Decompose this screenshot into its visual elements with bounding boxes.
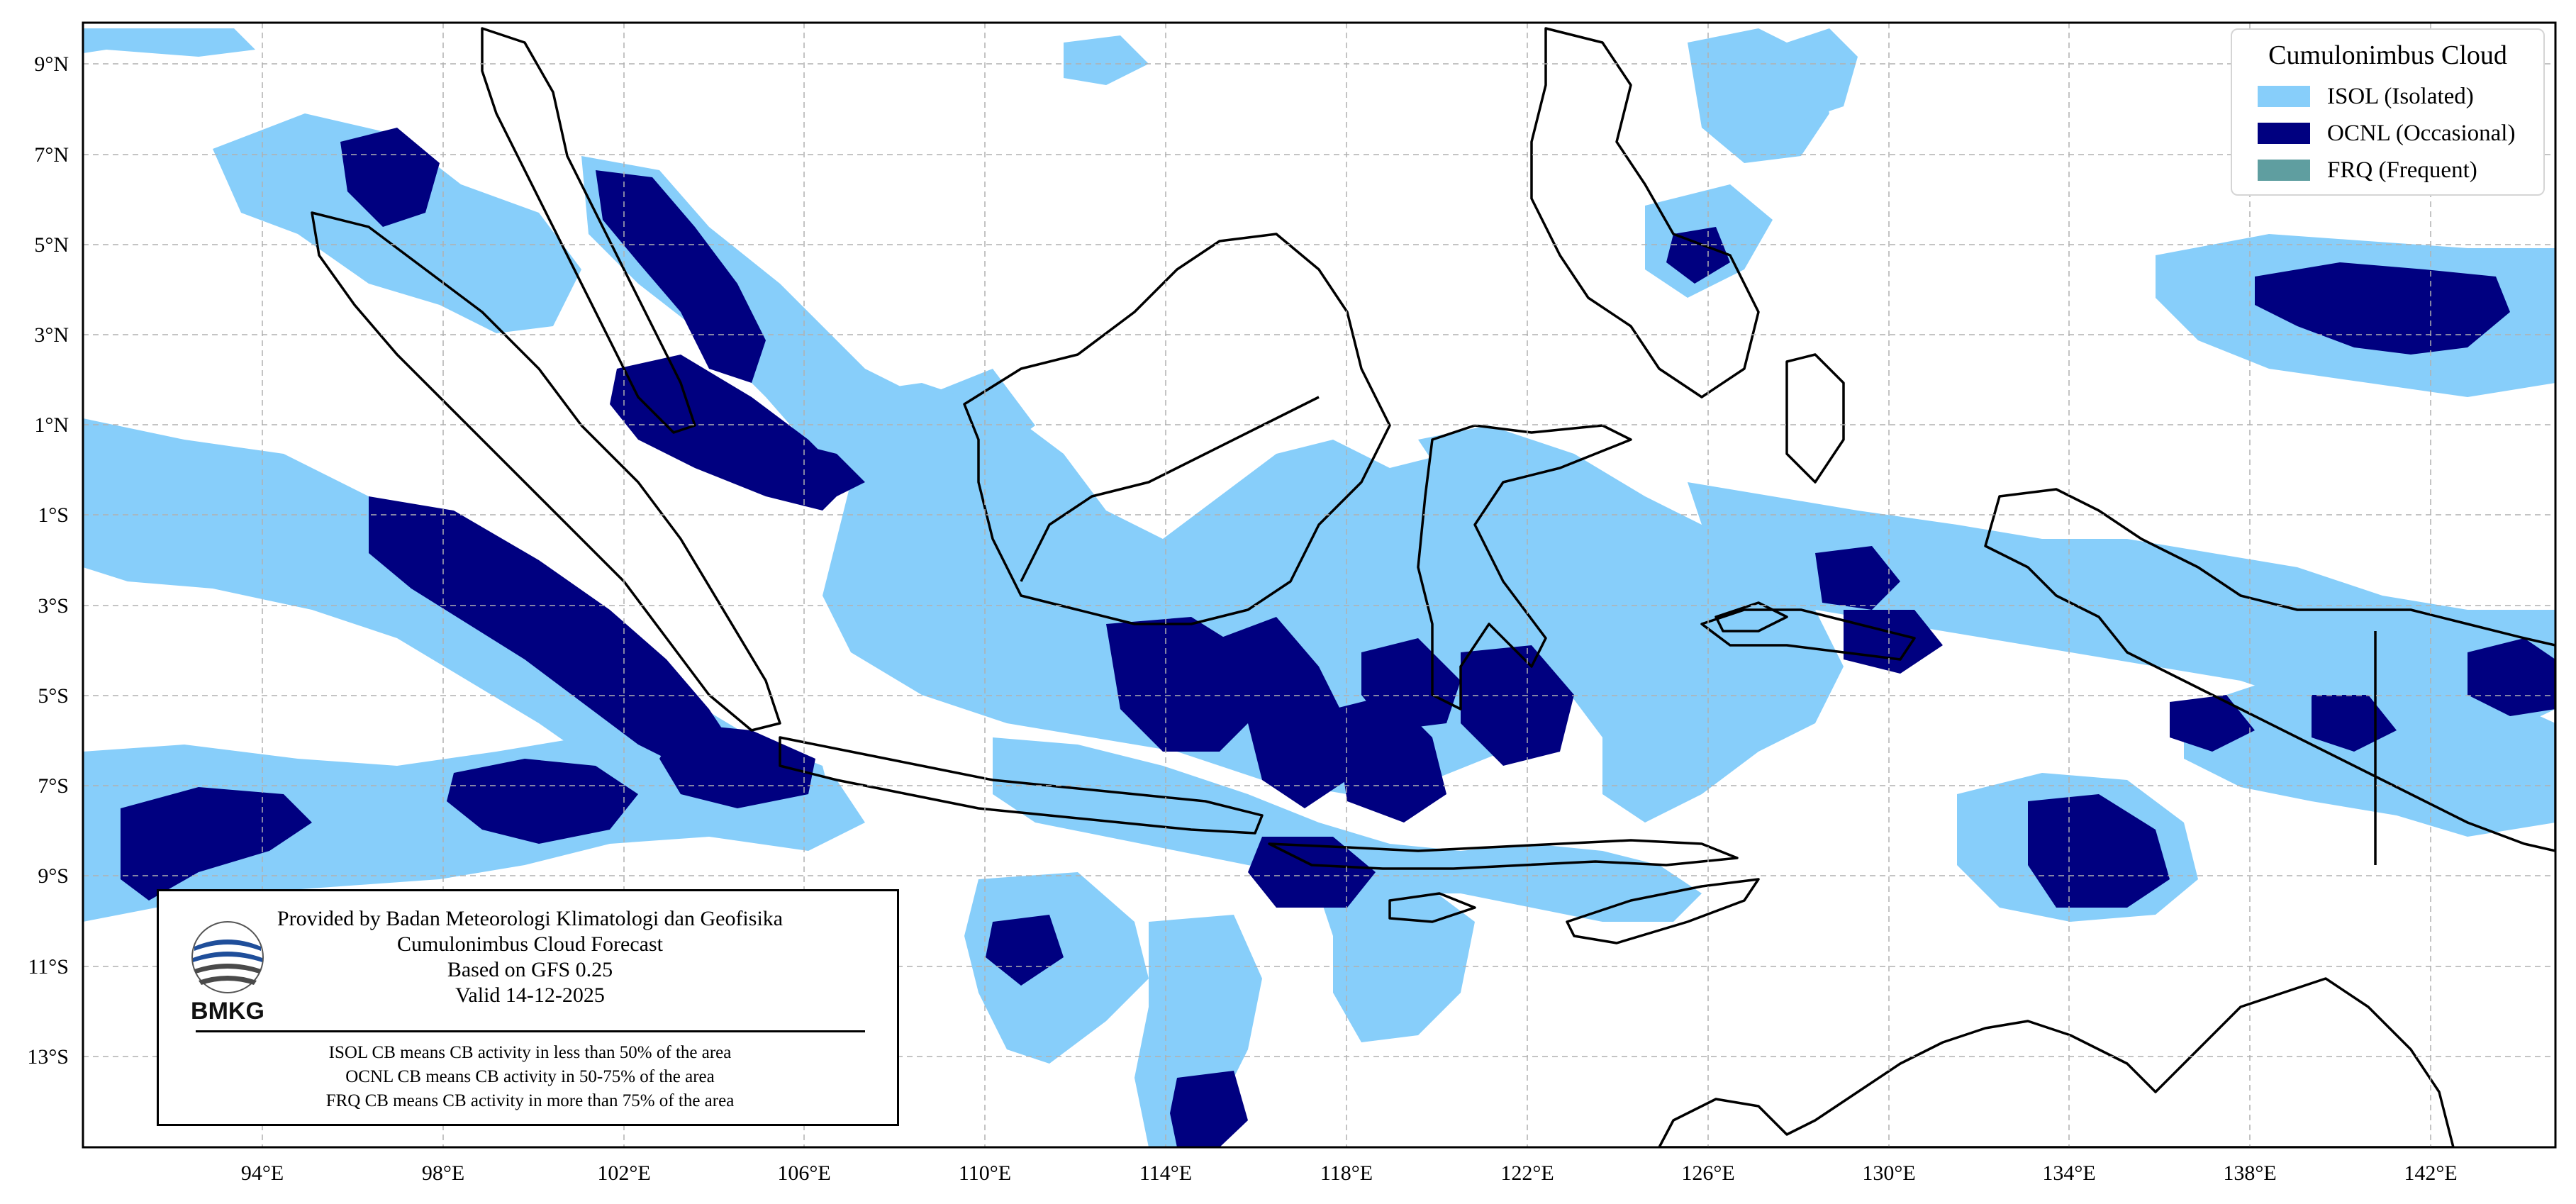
lat-label: 1°S (38, 503, 69, 527)
new-guinea-outline (1984, 488, 2555, 852)
valid-date: Valid 14-12-2025 (455, 983, 605, 1007)
lat-label: 11°S (28, 955, 69, 979)
info-box: BMKG Provided by Badan Meteorologi Klima… (157, 889, 899, 1126)
lat-label: 9°S (38, 864, 69, 888)
lon-label: 106°E (777, 1161, 830, 1185)
ocnl-note: OCNL CB means CB activity in 50-75% of t… (345, 1067, 715, 1086)
legend: Cumulonimbus Cloud ISOL (Isolated) OCNL … (2231, 28, 2545, 196)
lat-label: 7°N (34, 143, 69, 167)
forecast-title: Cumulonimbus Cloud Forecast (397, 932, 663, 956)
borneo-border (1020, 396, 1320, 582)
legend-label: ISOL (Isolated) (2327, 83, 2474, 109)
map-frame (82, 21, 2557, 1149)
sumatra-outline (311, 211, 781, 732)
lon-label: 122°E (1500, 1161, 1554, 1185)
lat-label: 7°S (38, 774, 69, 798)
legend-item-isol: ISOL (Isolated) (2258, 82, 2474, 111)
australia-outline (1658, 977, 2455, 1147)
lat-label: 3°S (38, 594, 69, 618)
lon-label: 94°E (241, 1161, 284, 1185)
legend-swatch-frq (2258, 160, 2310, 181)
lon-label: 110°E (959, 1161, 1011, 1185)
lat-label: 13°S (27, 1045, 69, 1069)
legend-label: OCNL (Occasional) (2327, 120, 2516, 146)
provider-line: Provided by Badan Meteorologi Klimatolog… (277, 907, 784, 930)
philippines-outline (1530, 27, 1760, 398)
legend-item-ocnl: OCNL (Occasional) (2258, 119, 2515, 147)
info-divider (196, 1030, 865, 1032)
coastlines (311, 27, 2555, 1147)
lat-label: 1°N (34, 413, 69, 437)
lon-label: 130°E (1862, 1161, 1915, 1185)
lat-label: 5°N (34, 233, 69, 257)
legend-item-frq: FRQ (Frequent) (2258, 156, 2477, 184)
lon-label: 102°E (597, 1161, 650, 1185)
lon-label: 126°E (1681, 1161, 1734, 1185)
sumba-outline (1388, 892, 1476, 923)
lon-label: 98°E (422, 1161, 464, 1185)
lat-label: 5°S (38, 684, 69, 708)
lon-label: 138°E (2223, 1161, 2276, 1185)
isol-note: ISOL CB means CB activity in less than 5… (328, 1043, 732, 1062)
bmkg-logo: BMKG (189, 918, 267, 1025)
legend-title: Cumulonimbus Cloud (2268, 40, 2507, 70)
latitude-labels: 9°N 7°N 5°N 3°N 1°N 1°S 3°S 5°S 7°S 9°S … (27, 52, 69, 1069)
lon-label: 142°E (2404, 1161, 2457, 1185)
lat-label: 9°N (34, 52, 69, 76)
sulawesi-outline (1417, 424, 1632, 710)
lon-label: 118°E (1320, 1161, 1373, 1185)
ocnl-cloud-areas (121, 128, 2555, 1147)
halmahera-outline (1785, 353, 1845, 484)
legend-label: FRQ (Frequent) (2327, 157, 2477, 183)
frq-note: FRQ CB means CB activity in more than 75… (325, 1091, 735, 1110)
longitude-labels: 94°E 98°E 102°E 106°E 110°E 114°E 118°E … (241, 1161, 2458, 1185)
lesser-sunda-outline (1268, 839, 1739, 870)
model-line: Based on GFS 0.25 (447, 958, 613, 981)
legend-swatch-ocnl (2258, 123, 2310, 144)
logo-text: BMKG (191, 998, 264, 1025)
java-outline (779, 736, 1264, 835)
lon-label: 114°E (1139, 1161, 1192, 1185)
legend-swatch-isol (2258, 86, 2310, 107)
lon-label: 134°E (2042, 1161, 2095, 1185)
borneo-outline (963, 233, 1391, 625)
bmkg-globe-icon: BMKG (191, 921, 264, 1025)
timor-outline (1566, 878, 1760, 944)
lat-label: 3°N (34, 323, 69, 347)
malay-peninsula-outline (481, 27, 696, 434)
